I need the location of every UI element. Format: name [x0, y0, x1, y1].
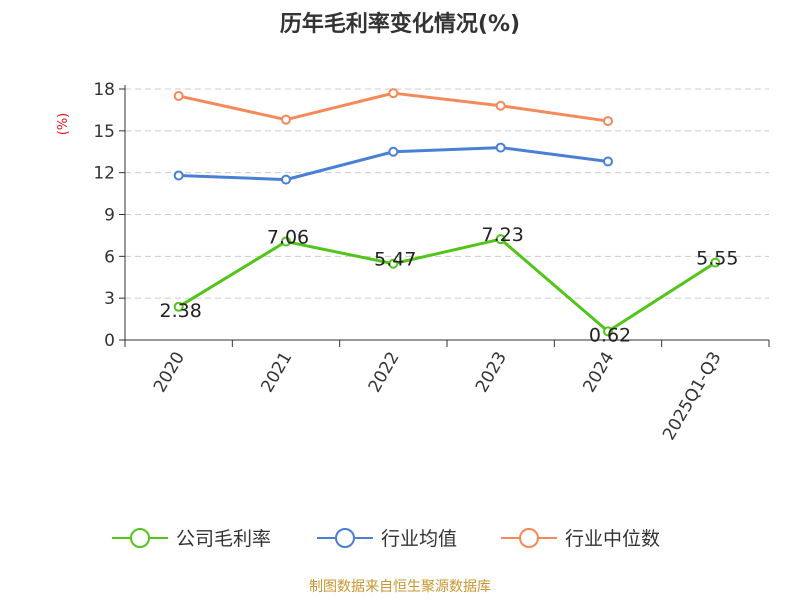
data-label: 5.47 — [374, 249, 416, 271]
data-point — [388, 258, 399, 269]
x-tick-label: 2022 — [365, 349, 404, 396]
y-axis-label: (%) — [56, 113, 71, 136]
data-point — [710, 257, 721, 268]
data-point — [281, 114, 291, 125]
data-point — [388, 146, 399, 157]
data-point — [173, 301, 184, 312]
y-tick-label: 15 — [93, 122, 115, 142]
data-label: 0.62 — [589, 324, 631, 346]
legend-label: 公司毛利率 — [176, 528, 271, 550]
chart-title: 历年毛利率变化情况(%) — [280, 11, 520, 37]
series-0 — [173, 234, 721, 337]
legend-swatch-marker — [130, 528, 150, 548]
gridlines — [125, 88, 769, 299]
y-tick-label: 0 — [104, 331, 115, 351]
legend-swatch-marker — [519, 528, 539, 548]
legend-label: 行业中位数 — [565, 528, 660, 550]
x-tick-label: 2020 — [150, 349, 189, 396]
data-point — [495, 234, 506, 245]
y-tick-label: 3 — [104, 289, 115, 309]
legend: 公司毛利率 行业均值 行业中位数 — [112, 528, 660, 550]
data-point — [603, 326, 613, 337]
series-1 — [173, 142, 613, 185]
data-label: 7.06 — [267, 227, 309, 249]
legend-label: 行业均值 — [381, 528, 457, 550]
data-point — [388, 88, 399, 99]
data-point — [603, 156, 613, 167]
series-2 — [173, 88, 613, 127]
x-tick-label: 2024 — [579, 349, 618, 396]
data-point — [495, 100, 506, 111]
series-lines — [173, 88, 721, 337]
legend-item: 行业均值 — [317, 528, 457, 550]
y-tick-label: 9 — [104, 206, 115, 226]
data-point — [173, 90, 184, 101]
data-label: 2.38 — [160, 300, 202, 322]
y-tick-label: 6 — [104, 247, 115, 267]
x-tick-label: 2025Q1-Q3 — [659, 349, 726, 444]
data-point — [495, 142, 506, 153]
y-tick-label: 18 — [93, 80, 115, 100]
x-tick-label: 2023 — [472, 348, 511, 395]
x-tick-label: 2021 — [257, 349, 296, 396]
legend-swatch-marker — [335, 528, 355, 548]
data-point — [281, 174, 291, 185]
y-tick-label: 12 — [93, 164, 115, 184]
data-point — [173, 170, 184, 181]
series-line — [177, 237, 717, 333]
data-point — [281, 236, 291, 247]
legend-item: 公司毛利率 — [112, 528, 271, 550]
data-labels: 2.38 7.06 5.47 7.23 0.62 5.55 — [160, 224, 739, 346]
legend-item: 行业中位数 — [501, 528, 660, 550]
source-note: 制图数据来自恒生聚源数据库 — [309, 579, 491, 595]
data-label: 7.23 — [482, 224, 524, 246]
data-point — [603, 116, 613, 127]
data-label: 5.55 — [696, 248, 738, 270]
axes: 0 3 6 9 12 15 18 2020 2021 2022 2023 2024 2025Q1-Q3 — [93, 80, 770, 444]
